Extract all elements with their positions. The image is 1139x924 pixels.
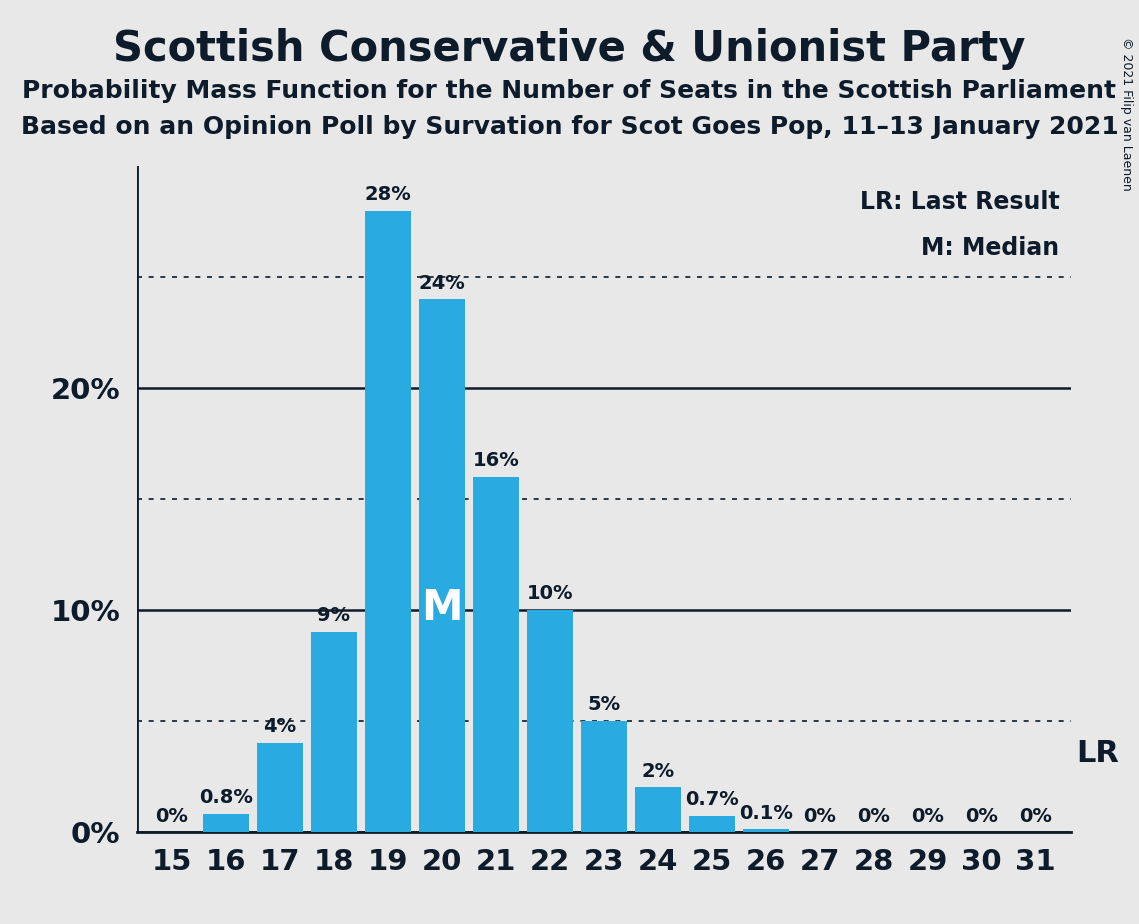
Bar: [256, 743, 303, 832]
Text: 0%: 0%: [965, 807, 998, 826]
Text: 0.1%: 0.1%: [739, 804, 793, 822]
Text: 0%: 0%: [1019, 807, 1052, 826]
Bar: [526, 610, 573, 832]
Text: 0.8%: 0.8%: [199, 788, 253, 808]
Text: 9%: 9%: [318, 606, 350, 626]
Text: Based on an Opinion Poll by Survation for Scot Goes Pop, 11–13 January 2021: Based on an Opinion Poll by Survation fo…: [21, 115, 1118, 139]
Text: 2%: 2%: [641, 761, 674, 781]
Text: 0%: 0%: [858, 807, 890, 826]
Bar: [634, 787, 681, 832]
Text: M: Median: M: Median: [921, 237, 1059, 261]
Text: Probability Mass Function for the Number of Seats in the Scottish Parliament: Probability Mass Function for the Number…: [23, 79, 1116, 103]
Bar: [581, 721, 626, 832]
Bar: [364, 211, 411, 832]
Text: 0%: 0%: [911, 807, 944, 826]
Text: 5%: 5%: [587, 695, 621, 714]
Text: 24%: 24%: [418, 274, 465, 293]
Bar: [689, 816, 735, 832]
Text: 0.7%: 0.7%: [685, 790, 738, 809]
Bar: [473, 477, 518, 832]
Text: 10%: 10%: [526, 584, 573, 603]
Text: 28%: 28%: [364, 185, 411, 204]
Text: Scottish Conservative & Unionist Party: Scottish Conservative & Unionist Party: [113, 28, 1026, 69]
Bar: [203, 814, 248, 832]
Text: LR: LR: [1076, 739, 1118, 769]
Text: 0%: 0%: [155, 807, 188, 826]
Bar: [419, 299, 465, 832]
Text: LR: Last Result: LR: Last Result: [860, 189, 1059, 213]
Text: 4%: 4%: [263, 717, 296, 736]
Text: © 2021 Filip van Laenen: © 2021 Filip van Laenen: [1121, 37, 1133, 190]
Text: M: M: [421, 587, 462, 629]
Bar: [311, 632, 357, 832]
Text: 0%: 0%: [803, 807, 836, 826]
Text: 16%: 16%: [473, 451, 519, 470]
Bar: [743, 830, 788, 832]
